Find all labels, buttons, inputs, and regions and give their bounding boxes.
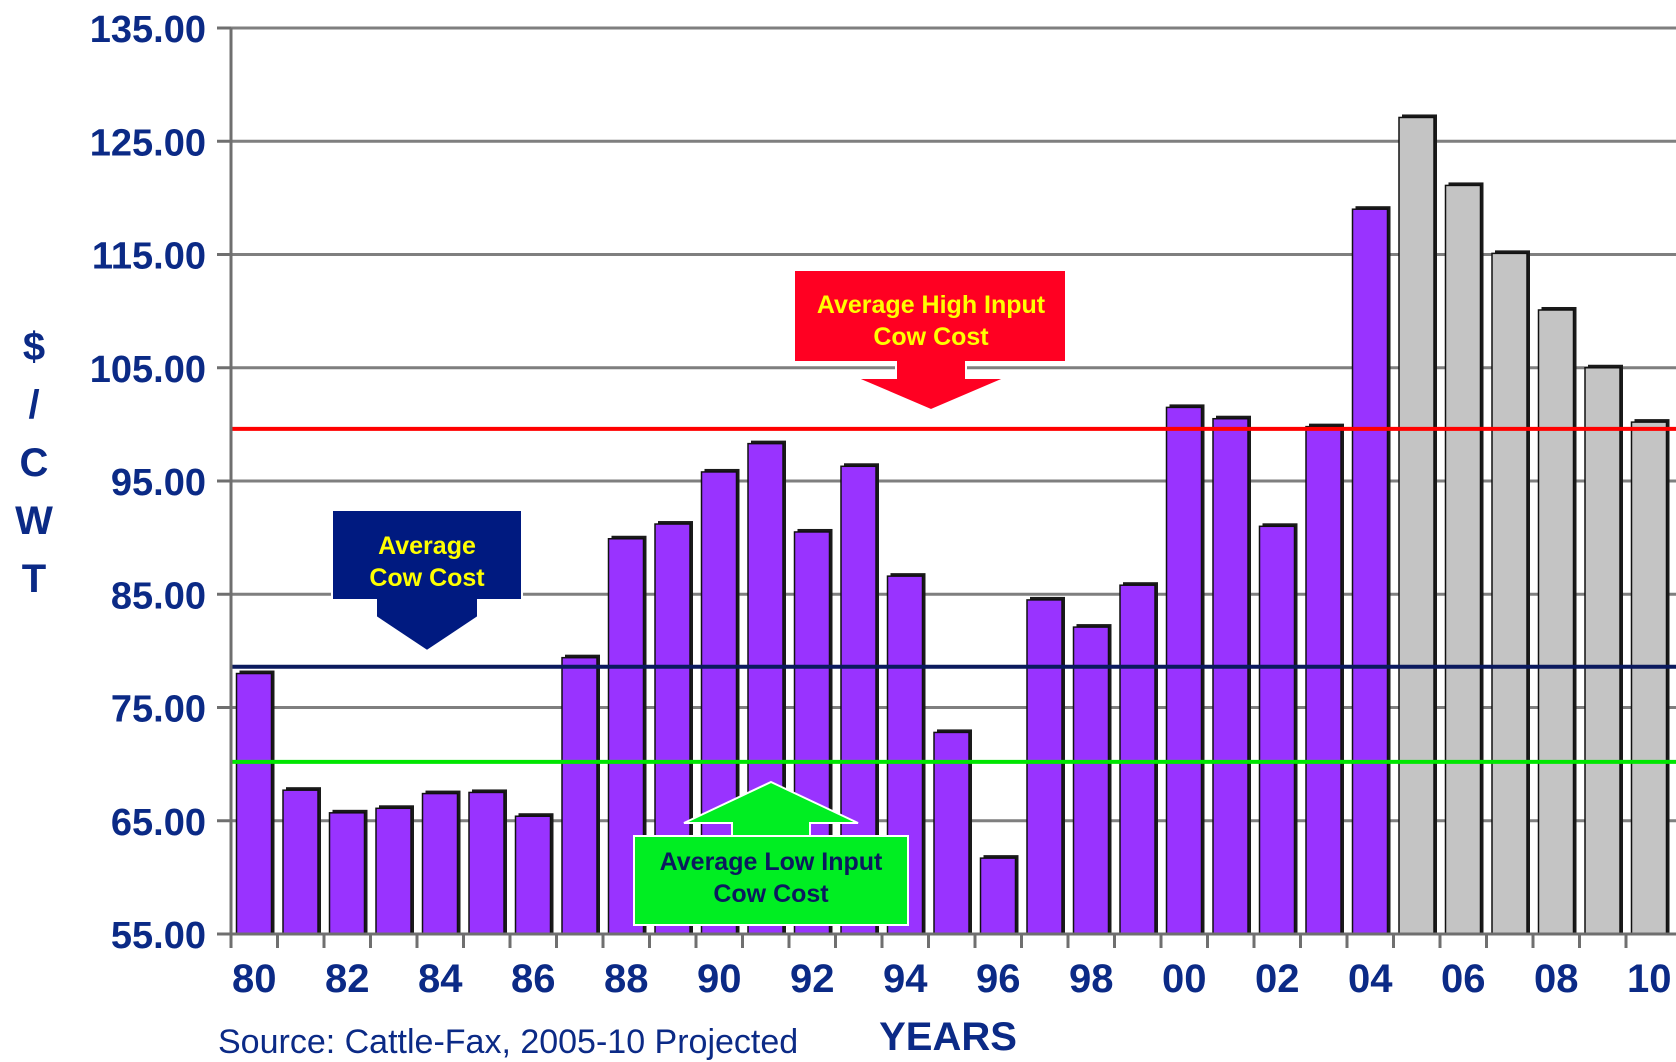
bar-98 <box>1072 626 1110 935</box>
reference-lines <box>231 426 1676 764</box>
average-cost-label-line2: Cow Cost <box>369 564 485 592</box>
average-cost-label-line1: Average <box>378 532 476 560</box>
x-tick-label: 04 <box>1348 957 1393 1001</box>
x-tick-label: 82 <box>325 957 370 1001</box>
average-cost-arrow <box>331 509 523 653</box>
bar-95 <box>933 731 970 935</box>
x-axis-label: YEARS <box>879 1015 1017 1059</box>
bar-99 <box>1119 584 1156 935</box>
y-tick-label: 125.00 <box>90 122 206 164</box>
y-tick-label: 75.00 <box>111 689 206 731</box>
bar-03 <box>1305 425 1342 935</box>
y-tick-label: 85.00 <box>111 575 206 617</box>
low-input-callout: Average Low Input Cow Cost <box>633 780 909 926</box>
bar-10 <box>1630 421 1668 935</box>
high-input-label-line1: Average High Input <box>817 291 1046 319</box>
bar-00 <box>1165 406 1203 935</box>
bar-83 <box>375 807 412 935</box>
x-tick-label: 06 <box>1441 957 1486 1001</box>
bar-97 <box>1026 599 1063 935</box>
x-tick-label: 92 <box>790 957 835 1001</box>
y-tick-label: 135.00 <box>90 9 206 51</box>
bar-01 <box>1212 417 1249 935</box>
x-tick-label: 80 <box>232 957 277 1001</box>
bar-82 <box>328 812 366 935</box>
y-axis-label: $ / CWT <box>15 325 53 601</box>
bar-08 <box>1537 309 1575 935</box>
x-tick-label: 02 <box>1255 957 1300 1001</box>
y-tick-label: 55.00 <box>111 915 206 957</box>
x-tick-label: 90 <box>697 957 742 1001</box>
x-tick-label: 00 <box>1162 957 1207 1001</box>
x-axis-ticks: 80 82 84 86 88 90 92 94 96 98 00 02 04 06 08 10 <box>229 934 1672 1001</box>
low-input-label-line1: Average Low Input <box>660 848 883 876</box>
bar-85 <box>468 791 505 935</box>
low-input-label-line2: Cow Cost <box>713 880 829 908</box>
bar-09 <box>1584 367 1621 935</box>
high-input-callout: Average High Input Cow Cost <box>793 269 1067 412</box>
x-tick-label: 10 <box>1627 957 1672 1001</box>
bar-81 <box>282 789 319 935</box>
y-axis-label-char: $ <box>23 325 45 369</box>
y-tick-label: 65.00 <box>111 802 206 844</box>
y-tick-label: 105.00 <box>90 349 206 391</box>
high-input-label-line2: Cow Cost <box>873 323 989 351</box>
x-tick-label: 84 <box>418 957 463 1001</box>
y-axis-label-char: T <box>22 557 46 601</box>
x-tick-label: 88 <box>604 957 649 1001</box>
bar-86 <box>514 815 552 935</box>
bar-02 <box>1258 525 1296 935</box>
x-tick-label: 94 <box>883 957 928 1001</box>
y-axis-label-char: W <box>15 499 53 543</box>
bar-04 <box>1351 208 1389 935</box>
bar-96 <box>979 857 1017 935</box>
x-tick-label: 08 <box>1534 957 1579 1001</box>
y-axis-label-char: C <box>20 441 49 485</box>
y-axis-ticks: 135.00 125.00 115.00 105.00 95.00 85.00 75.00 6… <box>90 9 231 957</box>
high-input-arrow <box>793 269 1067 412</box>
bar-06 <box>1444 184 1482 935</box>
bar-87 <box>561 656 598 935</box>
source-note: Source: Cattle-Fax, 2005-10 Projected <box>218 1023 798 1061</box>
x-tick-label: 86 <box>511 957 556 1001</box>
y-tick-label: 95.00 <box>111 462 206 504</box>
low-input-arrow <box>633 780 909 926</box>
y-axis-label-char: / <box>28 383 39 427</box>
y-tick-label: 115.00 <box>92 236 206 278</box>
bar-05 <box>1398 116 1435 935</box>
x-tick-label: 98 <box>1069 957 1114 1001</box>
bar-84 <box>421 792 459 935</box>
bar-07 <box>1491 252 1528 935</box>
bar-80 <box>235 672 273 935</box>
x-tick-label: 96 <box>976 957 1021 1001</box>
average-cow-cost-callout: Average Cow Cost <box>331 509 523 653</box>
